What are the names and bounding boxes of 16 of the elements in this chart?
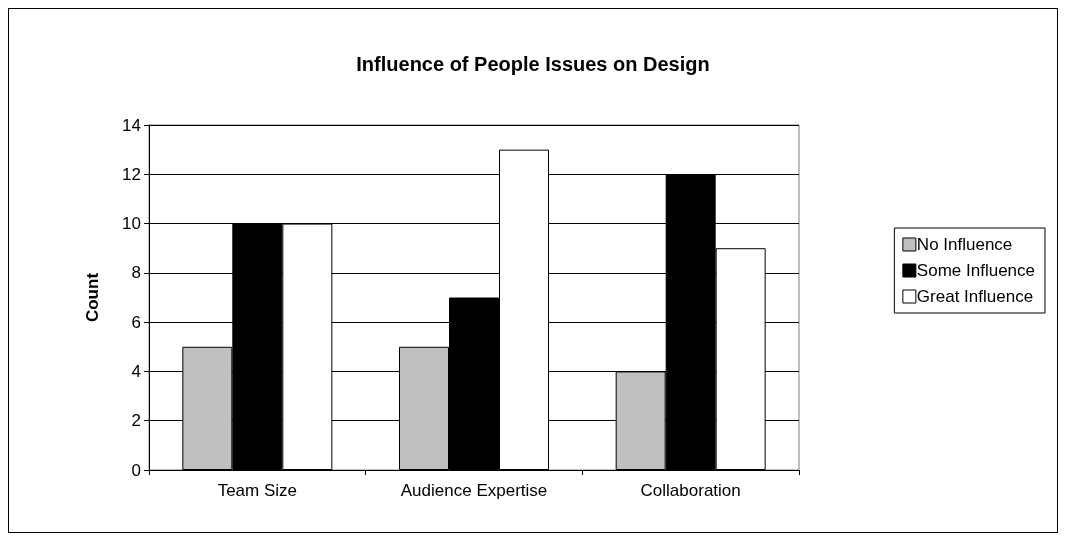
x-tick-label: Team Size (217, 481, 298, 500)
y-tick-label: 0 (131, 460, 141, 480)
legend-label: Some Influence (916, 261, 1036, 280)
legend-label: Great Influence (916, 287, 1034, 306)
y-tick-label: 6 (131, 312, 141, 332)
y-tick-label: 10 (122, 214, 141, 234)
y-tick-label: 2 (131, 411, 141, 431)
legend-label: No Influence (916, 235, 1013, 254)
y-tick-label: 14 (122, 115, 141, 135)
y-tick-label: 12 (122, 164, 141, 184)
x-tick-label: Collaboration (640, 481, 741, 500)
y-tick-label: 4 (131, 361, 141, 381)
y-tick-label: 8 (131, 263, 141, 283)
y-axis-title: Count (83, 272, 102, 323)
x-tick-label: Audience Expertise (400, 481, 548, 500)
chart-title: Influence of People Issues on Design (356, 53, 710, 75)
